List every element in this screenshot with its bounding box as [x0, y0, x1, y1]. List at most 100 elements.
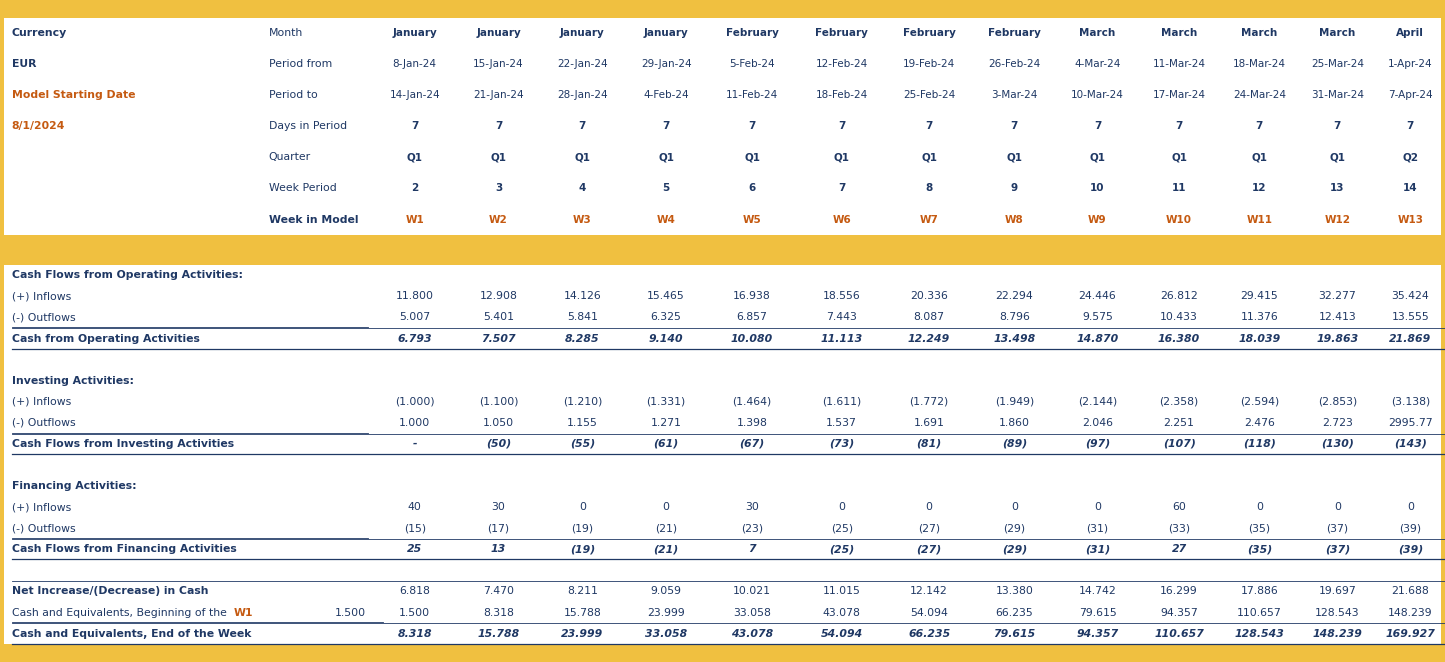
Text: Q1: Q1 — [406, 152, 423, 162]
Text: 16.299: 16.299 — [1160, 587, 1198, 596]
Text: Period from: Period from — [269, 60, 332, 70]
Text: 22.294: 22.294 — [996, 291, 1033, 301]
Text: (118): (118) — [1243, 439, 1276, 449]
Text: April: April — [1396, 28, 1425, 38]
Text: 19.863: 19.863 — [1316, 334, 1358, 344]
Text: 11.113: 11.113 — [821, 334, 863, 344]
Text: (37): (37) — [1325, 544, 1350, 554]
Text: 5: 5 — [662, 183, 670, 193]
Text: (+) Inflows: (+) Inflows — [12, 397, 71, 406]
Text: 7: 7 — [838, 183, 845, 193]
Text: 79.615: 79.615 — [1078, 608, 1117, 618]
Text: 27: 27 — [1172, 544, 1186, 554]
Text: 9.575: 9.575 — [1082, 312, 1113, 322]
Text: 7: 7 — [1256, 121, 1263, 132]
Text: 8/1/2024: 8/1/2024 — [12, 121, 65, 132]
Text: 8.087: 8.087 — [913, 312, 945, 322]
Text: 13.498: 13.498 — [993, 334, 1036, 344]
Text: March: March — [1079, 28, 1116, 38]
Text: 2.723: 2.723 — [1322, 418, 1353, 428]
Text: 8.796: 8.796 — [998, 312, 1030, 322]
Text: W1: W1 — [406, 214, 423, 224]
Text: March: March — [1160, 28, 1198, 38]
Text: (107): (107) — [1163, 439, 1195, 449]
Text: Q1: Q1 — [920, 152, 938, 162]
Text: Week Period: Week Period — [269, 183, 337, 193]
Text: (2.358): (2.358) — [1159, 397, 1199, 406]
Text: 1-Apr-24: 1-Apr-24 — [1389, 60, 1432, 70]
Text: 148.239: 148.239 — [1389, 608, 1432, 618]
Text: 12.249: 12.249 — [907, 334, 951, 344]
Text: Week in Model: Week in Model — [269, 214, 358, 224]
Text: 15.788: 15.788 — [564, 608, 601, 618]
Text: (+) Inflows: (+) Inflows — [12, 502, 71, 512]
Text: 13.380: 13.380 — [996, 587, 1033, 596]
Text: 15.788: 15.788 — [477, 629, 520, 639]
Text: 33.058: 33.058 — [644, 629, 688, 639]
Text: 24.446: 24.446 — [1078, 291, 1117, 301]
Text: (1.100): (1.100) — [478, 397, 519, 406]
Text: 12.413: 12.413 — [1318, 312, 1357, 322]
Text: Model Starting Date: Model Starting Date — [12, 91, 134, 101]
Text: (61): (61) — [653, 439, 679, 449]
Text: 2.046: 2.046 — [1082, 418, 1113, 428]
Text: 21-Jan-24: 21-Jan-24 — [473, 91, 525, 101]
Text: 7: 7 — [1406, 121, 1415, 132]
Text: (143): (143) — [1394, 439, 1426, 449]
Text: 9: 9 — [1011, 183, 1017, 193]
Text: 16.380: 16.380 — [1157, 334, 1201, 344]
Text: (89): (89) — [1001, 439, 1027, 449]
Text: 4-Mar-24: 4-Mar-24 — [1074, 60, 1121, 70]
Text: March: March — [1241, 28, 1277, 38]
Text: 1.500: 1.500 — [334, 608, 366, 618]
Text: 2.251: 2.251 — [1163, 418, 1195, 428]
Text: 7: 7 — [410, 121, 419, 132]
Text: (19): (19) — [569, 544, 595, 554]
Text: (67): (67) — [740, 439, 764, 449]
Text: (+) Inflows: (+) Inflows — [12, 291, 71, 301]
Text: (33): (33) — [1168, 523, 1191, 533]
Text: W8: W8 — [1006, 214, 1023, 224]
Text: Cash from Operating Activities: Cash from Operating Activities — [12, 334, 199, 344]
Text: 21.869: 21.869 — [1389, 334, 1432, 344]
Text: 11: 11 — [1172, 183, 1186, 193]
Text: Cash Flows from Financing Activities: Cash Flows from Financing Activities — [12, 544, 237, 554]
Text: Q1: Q1 — [1090, 152, 1105, 162]
Text: 7.470: 7.470 — [483, 587, 514, 596]
Text: 19.697: 19.697 — [1318, 587, 1357, 596]
Text: 8.318: 8.318 — [483, 608, 514, 618]
Text: 5-Feb-24: 5-Feb-24 — [730, 60, 775, 70]
Text: 31-Mar-24: 31-Mar-24 — [1311, 91, 1364, 101]
Text: Currency: Currency — [12, 28, 66, 38]
Text: 0: 0 — [838, 502, 845, 512]
Text: 11-Feb-24: 11-Feb-24 — [725, 91, 779, 101]
Text: Q1: Q1 — [1251, 152, 1267, 162]
Text: 0: 0 — [1334, 502, 1341, 512]
Text: Cash Flows from Investing Activities: Cash Flows from Investing Activities — [12, 439, 234, 449]
Text: Q1: Q1 — [1006, 152, 1023, 162]
Text: (31): (31) — [1085, 544, 1110, 554]
Text: 43.078: 43.078 — [731, 629, 773, 639]
Text: 10.021: 10.021 — [733, 587, 772, 596]
Text: 17-Mar-24: 17-Mar-24 — [1153, 91, 1205, 101]
Text: (130): (130) — [1321, 439, 1354, 449]
Text: 23.999: 23.999 — [647, 608, 685, 618]
Text: 12: 12 — [1251, 183, 1267, 193]
Text: (15): (15) — [403, 523, 426, 533]
Text: 24-Mar-24: 24-Mar-24 — [1233, 91, 1286, 101]
Text: (21): (21) — [653, 544, 679, 554]
Text: Month: Month — [269, 28, 303, 38]
Text: (97): (97) — [1085, 439, 1110, 449]
Text: 11.376: 11.376 — [1240, 312, 1279, 322]
Text: Financing Activities:: Financing Activities: — [12, 481, 136, 491]
Text: 8.318: 8.318 — [397, 629, 432, 639]
Text: (25): (25) — [829, 544, 854, 554]
Text: 10: 10 — [1090, 183, 1105, 193]
Text: 128.543: 128.543 — [1234, 629, 1285, 639]
Text: 0: 0 — [1094, 502, 1101, 512]
Text: 1.691: 1.691 — [913, 418, 945, 428]
Text: Quarter: Quarter — [269, 152, 311, 162]
Text: Cash and Equivalents, End of the Week: Cash and Equivalents, End of the Week — [12, 629, 251, 639]
Text: 6.325: 6.325 — [650, 312, 682, 322]
Text: 12.142: 12.142 — [910, 587, 948, 596]
